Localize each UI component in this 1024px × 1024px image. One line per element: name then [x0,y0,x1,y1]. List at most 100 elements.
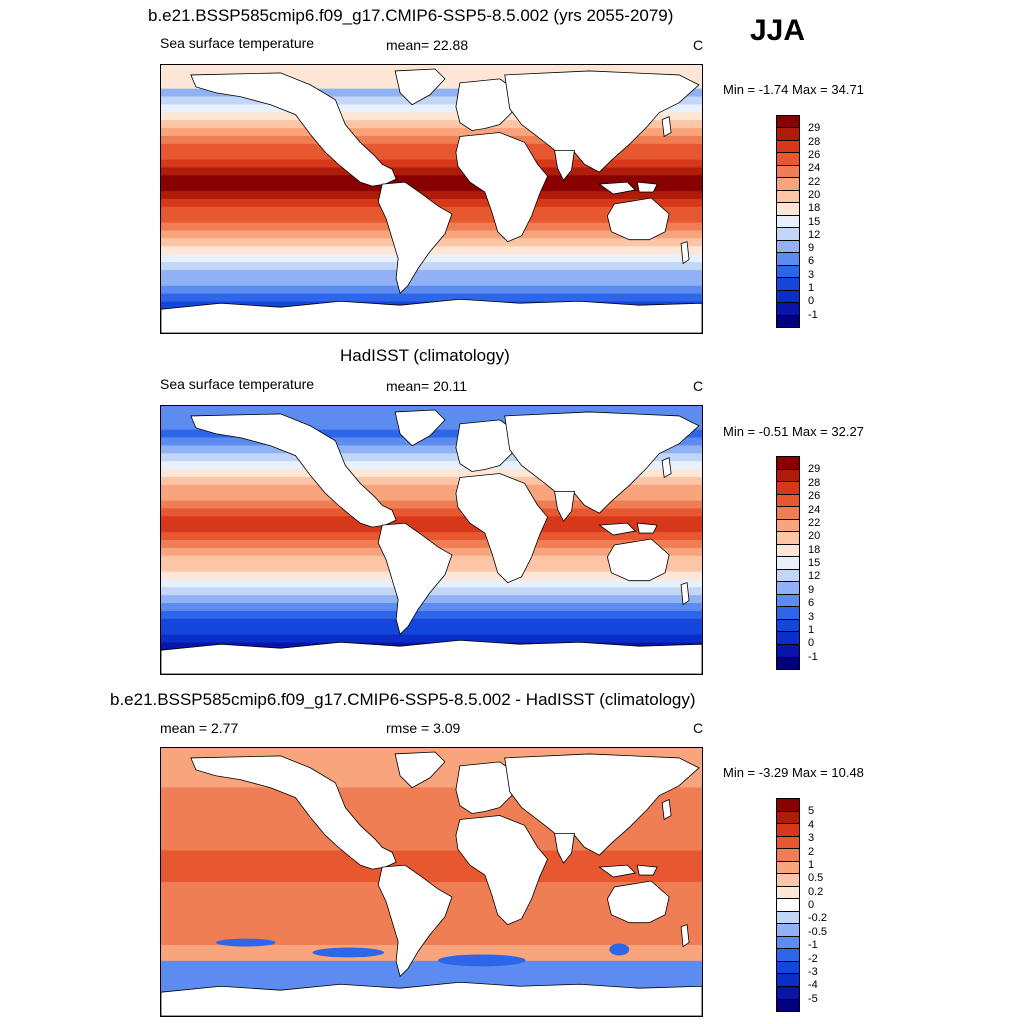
ocean-band [161,104,702,113]
ocean-band [161,143,702,153]
colorbar-tick-label: 3 [808,610,815,623]
colorbar-tick-label: 28 [808,476,821,489]
colorbar-tick-label: 26 [808,490,821,503]
colorbar-swatch [777,836,799,850]
colorbar-tick-label: 29 [808,463,821,476]
colorbar-swatch [777,519,799,533]
colorbar-tick-label: 24 [808,503,821,516]
landmass [455,473,549,584]
ocean-band [161,787,702,796]
landmass [636,522,658,534]
ocean-band [161,277,702,287]
colorbar-tick-label: -5 [808,992,818,1005]
colorbar-swatch [777,936,799,950]
colorbar-tick-label: 15 [808,557,821,569]
colorbar-swatch [777,949,799,962]
anomaly-patch [215,938,276,947]
colorbar-swatch [777,178,799,191]
panel3-title: b.e21.BSSP585cmip6.f09_g17.CMIP6-SSP5-8.… [110,690,696,709]
landmass [504,70,700,173]
ocean-band [161,516,702,525]
landmass [190,755,397,870]
landmass [661,457,672,479]
landmass [661,799,672,821]
colorbar-swatch [777,215,799,229]
ocean-band [161,508,702,517]
ocean-band [161,293,702,303]
colorbar-tick-label: -1 [808,650,818,663]
panel2-title: HadISST (climatology) [340,346,510,365]
landmass [377,181,453,295]
colorbar-tick-label: 29 [808,122,821,135]
colorbar-tick-label: 3 [808,268,815,281]
colorbar-tick-label: -3 [808,965,818,978]
ocean-band [161,269,702,279]
colorbar-swatch [777,240,799,254]
colorbar-tick-label: 26 [808,148,821,161]
ocean-band [161,603,702,612]
ocean-band [161,469,702,478]
ocean-band [161,191,702,200]
colorbar-tick-label: 18 [808,543,821,556]
ocean-band [161,135,702,145]
colorbar-tick-label: 22 [808,516,821,529]
colorbar-tick-label: 24 [808,162,821,175]
colorbar-tick-label: 5 [808,805,815,818]
ocean-band [161,112,702,121]
colorbar-swatch [777,203,799,216]
colorbar-tick-label: 20 [808,188,821,201]
colorbar-swatch [777,278,799,291]
colorbar-tick-label: 15 [808,215,821,228]
ocean-band [161,818,702,828]
ocean-band [161,532,702,541]
landmass [636,864,658,876]
ocean-band [161,960,702,970]
ocean-band [161,484,702,494]
colorbar-tick-label: 0 [808,295,815,308]
ocean-band [161,634,702,644]
ocean-band [161,254,702,263]
colorbar-tick-label: 3 [808,832,815,845]
landmass [606,538,670,582]
colorbar-swatch [777,153,799,166]
landmass [377,522,453,636]
colorbar-swatch [777,632,799,645]
colorbar-tick-label: 6 [808,255,815,268]
colorbar-tick-label: 4 [808,818,815,831]
season-label: JJA [750,14,806,47]
landmass [161,298,702,333]
colorbar-swatch [777,924,799,937]
colorbar-tick-label: 12 [808,228,821,241]
panel1-title: b.e21.BSSP585cmip6.f09_g17.CMIP6-SSP5-8.… [148,6,674,25]
landmass [606,197,670,241]
landmass [394,409,446,447]
colorbar-tick-label: 9 [808,583,815,596]
ocean-band [161,976,702,986]
ocean-band [161,246,702,255]
colorbar-swatch [777,657,799,670]
ocean-band [161,834,702,844]
colorbar-swatch [777,190,799,204]
ocean-band [161,524,702,533]
ocean-band [161,128,702,137]
ocean-band [161,618,702,628]
ocean-band [161,929,702,938]
ocean-band [161,610,702,620]
colorbar-swatch [777,253,799,266]
landmass [190,413,397,528]
colorbar-tick-label: 0.5 [808,872,824,885]
ocean-band [161,795,702,804]
panel2-field-label: Sea surface temperature [160,376,315,392]
ocean-band [161,183,702,192]
landmass [554,149,575,181]
colorbar-tick-label: 6 [808,597,815,610]
colorbar-swatch [777,899,799,912]
colorbar-swatch [777,849,799,862]
colorbar-tick-label: 0.2 [808,885,824,898]
ocean-band [161,167,702,176]
colorbar-swatch [777,594,799,608]
colorbar-swatch [777,911,799,925]
ocean-band [161,945,702,954]
colorbar-tick-label: 1 [808,623,815,636]
colorbar-swatch [777,165,799,179]
